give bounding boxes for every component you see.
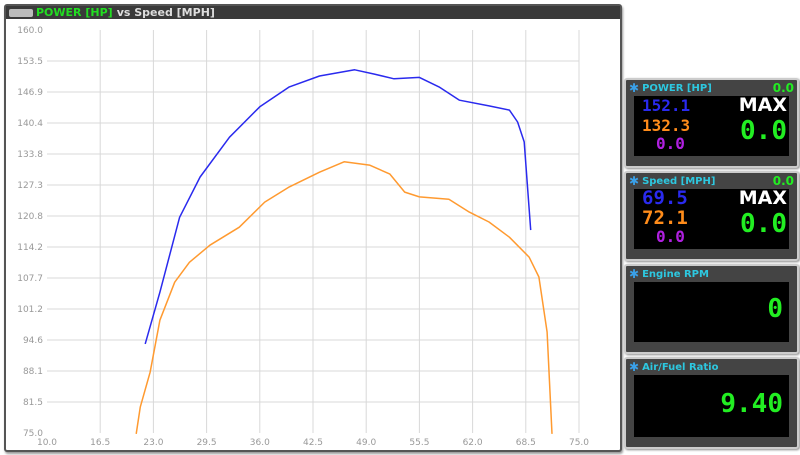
x-tick-label: 36.0	[250, 438, 270, 448]
gear-icon[interactable]: ✱	[629, 174, 640, 188]
max-label: MAX	[738, 187, 787, 209]
power-speed-chart: 10.0 16.5 23.0 29.5 36.0 42.5 49.0 55.5 62.0 68.5…	[17, 26, 589, 448]
x-tick-label: 68.5	[516, 438, 536, 448]
chart-title-bar: POWER [HP] vs Speed [MPH]	[6, 6, 620, 19]
window-menu-button[interactable]	[9, 8, 33, 17]
y-tick-label: 81.5	[23, 398, 43, 408]
y-tick-label: 160.0	[17, 26, 43, 36]
y-tick-label: 120.8	[17, 212, 43, 222]
value-purple: 0.0	[656, 227, 685, 246]
gear-icon[interactable]: ✱	[629, 360, 640, 374]
y-tick-label: 140.4	[17, 119, 43, 129]
y-tick-label: 75.0	[23, 429, 43, 439]
series-line-1	[135, 161, 553, 435]
x-tick-label: 10.0	[37, 438, 57, 448]
max-value: 0.0	[740, 116, 787, 146]
x-tick-label: 62.0	[463, 438, 483, 448]
gauge-max-top: 0.0	[772, 81, 794, 95]
gauge-title: POWER [HP]	[642, 82, 712, 94]
gauge-max-top: 0.0	[772, 174, 794, 188]
y-tick-label: 127.3	[17, 181, 43, 191]
gear-icon[interactable]: ✱	[629, 81, 640, 95]
x-tick-label: 29.5	[197, 438, 217, 448]
chart-window: POWER [HP] vs Speed [MPH] 10.0 16.5 23.0 29…	[4, 4, 622, 452]
afr-value: 9.40	[720, 389, 783, 419]
x-tick-label: 55.5	[409, 438, 429, 448]
max-label: MAX	[738, 94, 787, 116]
gear-icon[interactable]: ✱	[629, 267, 640, 281]
y-tick-label: 107.7	[17, 274, 43, 284]
y-tick-label: 114.2	[17, 243, 43, 253]
y-tick-label: 101.2	[17, 305, 43, 315]
value-blue: 152.1	[642, 96, 691, 115]
value-blue: 69.5	[642, 187, 688, 209]
gauge-engine-rpm: ✱ Engine RPM 0	[624, 264, 799, 354]
title-speed: vs Speed [MPH]	[116, 6, 215, 19]
gauge-speed: ✱ Speed [MPH] 0.0 69.5 72.1 0.0 MAX 0.0	[624, 171, 799, 261]
x-tick-label: 23.0	[143, 438, 163, 448]
y-tick-label: 146.9	[17, 88, 43, 98]
x-tick-label: 49.0	[356, 438, 376, 448]
rpm-value: 0	[767, 294, 783, 324]
y-tick-label: 88.1	[23, 367, 43, 377]
value-orange: 72.1	[642, 207, 688, 229]
max-value: 0.0	[740, 209, 787, 239]
gauge-title: Speed [MPH]	[642, 175, 716, 187]
value-orange: 132.3	[642, 116, 691, 135]
gauge-power: ✱ POWER [HP] 0.0 152.1 132.3 0.0 MAX 0.0	[624, 78, 799, 168]
value-purple: 0.0	[656, 134, 685, 153]
x-tick-label: 75.0	[569, 438, 589, 448]
gauge-title: Air/Fuel Ratio	[642, 361, 719, 373]
title-power: POWER [HP]	[36, 6, 113, 19]
y-tick-label: 94.6	[23, 336, 43, 346]
y-tick-label: 133.8	[17, 150, 43, 160]
series-line-0	[144, 69, 532, 345]
gauge-afr: ✱ Air/Fuel Ratio 9.40	[624, 357, 799, 449]
y-tick-label: 153.5	[17, 57, 43, 67]
gauge-title: Engine RPM	[642, 268, 709, 280]
x-tick-label: 16.5	[90, 438, 110, 448]
x-tick-label: 42.5	[303, 438, 323, 448]
